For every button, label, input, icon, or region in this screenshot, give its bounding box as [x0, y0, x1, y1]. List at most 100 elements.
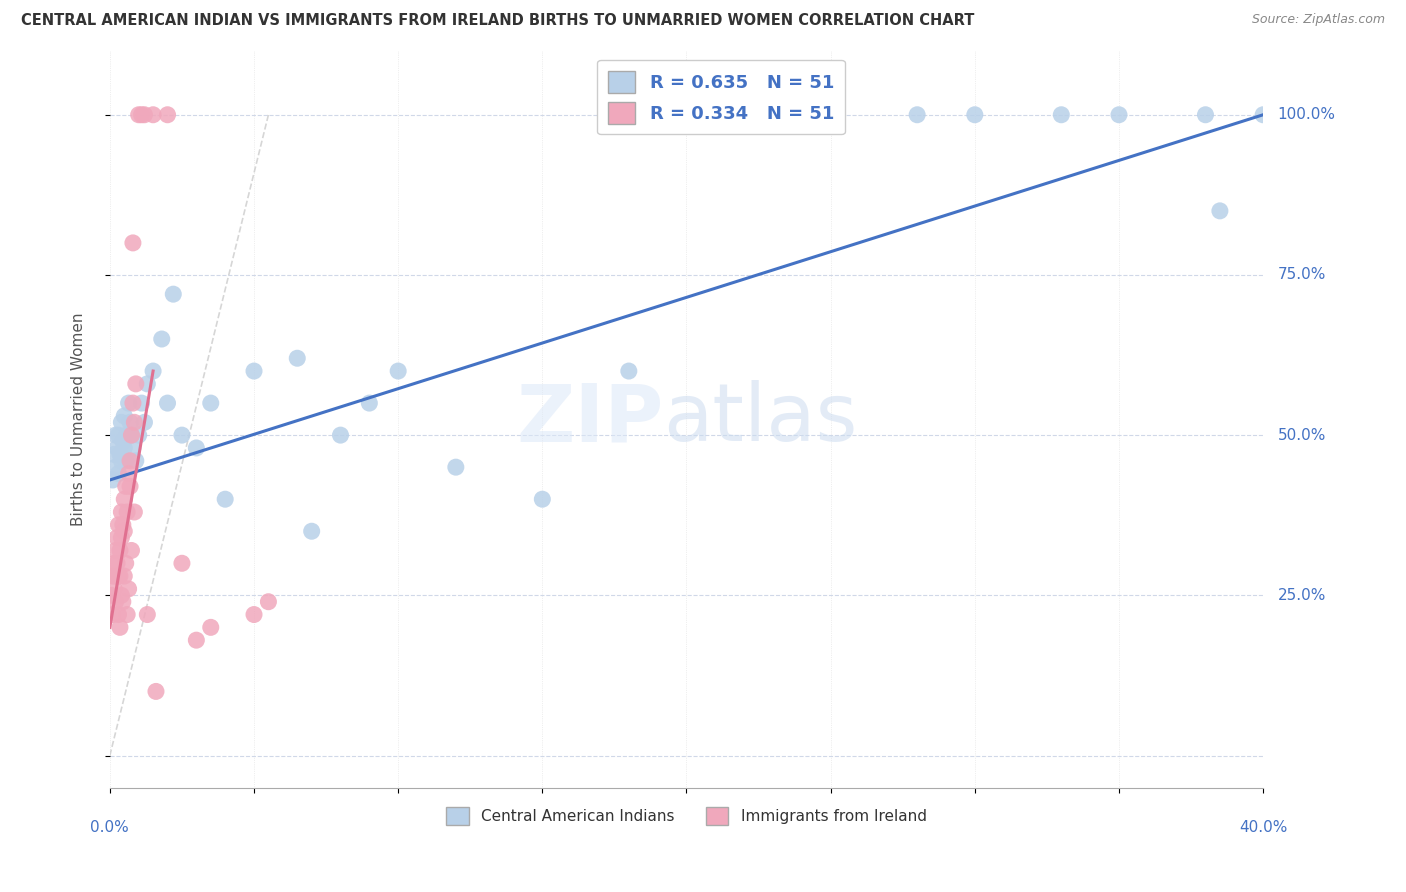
Point — [108, 620, 131, 634]
Point — [1108, 108, 1130, 122]
Text: 75.0%: 75.0% — [1278, 268, 1326, 283]
Text: Source: ZipAtlas.com: Source: ZipAtlas.com — [1251, 13, 1385, 27]
Point — [121, 543, 143, 558]
Point — [963, 108, 986, 122]
Point — [359, 396, 381, 410]
Text: 25.0%: 25.0% — [1278, 588, 1326, 603]
Point — [115, 428, 138, 442]
Point — [136, 376, 159, 391]
Point — [142, 364, 165, 378]
Point — [124, 415, 146, 429]
Point — [1050, 108, 1073, 122]
Point — [675, 108, 697, 122]
Point — [531, 492, 554, 507]
Point — [112, 441, 135, 455]
Point — [117, 467, 139, 481]
Point — [257, 595, 280, 609]
Point — [101, 607, 124, 622]
Point — [110, 505, 132, 519]
Legend: Central American Indians, Immigrants from Ireland: Central American Indians, Immigrants fro… — [440, 801, 932, 831]
Point — [104, 460, 127, 475]
Point — [108, 447, 131, 461]
Point — [170, 556, 193, 570]
Point — [134, 108, 156, 122]
Point — [107, 517, 129, 532]
Point — [111, 517, 134, 532]
Point — [125, 454, 148, 468]
Point — [134, 415, 156, 429]
Point — [112, 492, 135, 507]
Point — [145, 684, 167, 698]
Point — [122, 396, 145, 410]
Text: 40.0%: 40.0% — [1239, 820, 1288, 835]
Point — [105, 441, 128, 455]
Point — [118, 415, 141, 429]
Point — [200, 396, 222, 410]
Point — [105, 531, 128, 545]
Point — [112, 569, 135, 583]
Point — [110, 531, 132, 545]
Y-axis label: Births to Unmarried Women: Births to Unmarried Women — [72, 312, 86, 526]
Point — [136, 607, 159, 622]
Point — [108, 569, 131, 583]
Point — [733, 108, 755, 122]
Point — [101, 569, 124, 583]
Point — [121, 428, 143, 442]
Point — [103, 582, 125, 596]
Text: 100.0%: 100.0% — [1278, 107, 1336, 122]
Point — [107, 467, 129, 481]
Point — [118, 454, 141, 468]
Point — [128, 428, 150, 442]
Point — [114, 479, 136, 493]
Point — [820, 108, 842, 122]
Point — [107, 569, 129, 583]
Point — [103, 556, 125, 570]
Point — [107, 428, 129, 442]
Point — [107, 607, 129, 622]
Point — [1251, 108, 1274, 122]
Point — [104, 428, 127, 442]
Point — [117, 396, 139, 410]
Point — [110, 454, 132, 468]
Point — [200, 620, 222, 634]
Point — [617, 364, 640, 378]
Point — [122, 441, 145, 455]
Point — [110, 415, 132, 429]
Point — [125, 376, 148, 391]
Point — [243, 607, 266, 622]
Text: atlas: atlas — [664, 380, 858, 458]
Point — [104, 595, 127, 609]
Text: ZIP: ZIP — [516, 380, 664, 458]
Point — [156, 108, 179, 122]
Point — [104, 569, 127, 583]
Point — [243, 364, 266, 378]
Point — [150, 332, 173, 346]
Point — [162, 287, 184, 301]
Point — [100, 588, 122, 602]
Point — [156, 396, 179, 410]
Text: 0.0%: 0.0% — [90, 820, 129, 835]
Point — [115, 607, 138, 622]
Point — [111, 595, 134, 609]
Point — [105, 556, 128, 570]
Point — [101, 473, 124, 487]
Point — [111, 434, 134, 449]
Point — [124, 505, 146, 519]
Point — [108, 543, 131, 558]
Point — [118, 479, 141, 493]
Point — [329, 428, 352, 442]
Point — [301, 524, 323, 539]
Point — [142, 108, 165, 122]
Point — [104, 543, 127, 558]
Point — [905, 108, 928, 122]
Point — [117, 582, 139, 596]
Point — [1209, 203, 1232, 218]
Point — [114, 556, 136, 570]
Text: 50.0%: 50.0% — [1278, 427, 1326, 442]
Point — [114, 454, 136, 468]
Point — [186, 633, 208, 648]
Point — [444, 460, 467, 475]
Point — [387, 364, 409, 378]
Point — [122, 235, 145, 250]
Point — [131, 108, 153, 122]
